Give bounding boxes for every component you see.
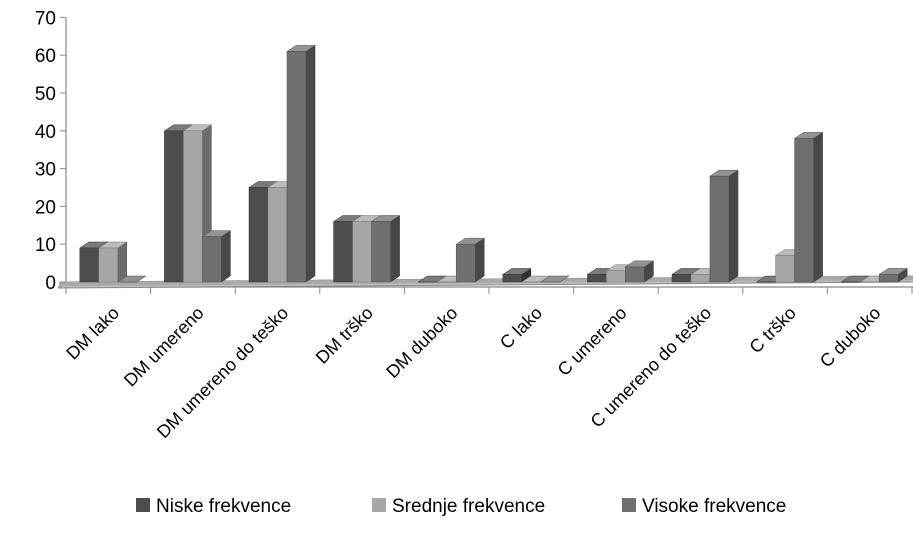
bar-front [671, 274, 692, 283]
bar-side [221, 230, 231, 283]
legend: Niske frekvence Srednje frekvence Visoke f… [136, 496, 786, 517]
bar [709, 169, 739, 283]
bar-front [98, 247, 119, 283]
bar [624, 260, 655, 283]
bar-front [455, 243, 476, 283]
legend-label: Niske frekvence [156, 496, 291, 517]
x-tick-label: DM duboko [382, 303, 461, 382]
y-tick-label: 10 [35, 235, 56, 256]
bar [793, 131, 824, 283]
y-tick-label: 20 [35, 197, 56, 218]
bar-front [79, 247, 100, 283]
legend-swatch [372, 498, 386, 512]
bar-front [183, 130, 203, 283]
bar-front [625, 266, 645, 283]
bar-front [502, 274, 523, 283]
bar-side [117, 241, 128, 283]
bar-front [709, 175, 730, 283]
x-tick-label: C trško [745, 303, 799, 357]
x-tick-label: DM lako [62, 303, 123, 364]
y-tick-label: 50 [35, 84, 56, 105]
bar-front [775, 255, 795, 283]
bar-front [202, 236, 222, 283]
bar-side [390, 215, 400, 283]
legend-label: Srednje frekvence [392, 496, 545, 517]
bar-front [352, 221, 372, 283]
legend-item: Niske frekvence [136, 496, 291, 517]
bar [370, 215, 401, 283]
x-tick-label: DM trško [312, 303, 377, 368]
bar-front [690, 274, 711, 283]
bars [78, 44, 909, 283]
bar-side [305, 44, 316, 283]
legend-item: Visoke frekvence [622, 496, 786, 517]
x-tick-label: C lako [496, 303, 546, 353]
y-tick-label: 70 [35, 8, 56, 29]
bar [201, 230, 232, 283]
bar-front [164, 130, 184, 283]
y-axis-ticks: 0 10 20 30 40 50 60 70 [35, 8, 66, 294]
bar [501, 267, 532, 283]
bar-front [333, 221, 353, 283]
legend-swatch [622, 498, 636, 512]
bar-front [587, 274, 607, 283]
legend-item: Srednje frekvence [372, 496, 545, 517]
legend-label: Visoke frekvence [642, 496, 786, 517]
bar-side [813, 131, 823, 283]
bar [116, 275, 147, 283]
bar [286, 44, 316, 283]
x-tick-label: C duboko [816, 303, 885, 372]
bar-front [286, 51, 307, 283]
bar-front [371, 221, 391, 283]
y-tick-label: 60 [35, 46, 56, 67]
bar-front [878, 274, 899, 283]
bar [539, 275, 570, 283]
bar-side [474, 237, 485, 283]
x-tick-label: DM umereno [120, 303, 208, 391]
bar [97, 241, 128, 283]
y-tick-label: 0 [45, 273, 56, 294]
x-tick-label: C umereno [554, 303, 631, 380]
bar [878, 267, 909, 283]
bar-front [248, 187, 269, 283]
bar-side [728, 169, 739, 283]
y-tick-label: 30 [35, 160, 56, 181]
bar-front [267, 187, 288, 283]
y-tick-label: 40 [35, 122, 56, 143]
bar-front [606, 270, 626, 283]
legend-swatch [136, 498, 150, 512]
bar-front [794, 138, 814, 283]
bar [455, 237, 486, 283]
